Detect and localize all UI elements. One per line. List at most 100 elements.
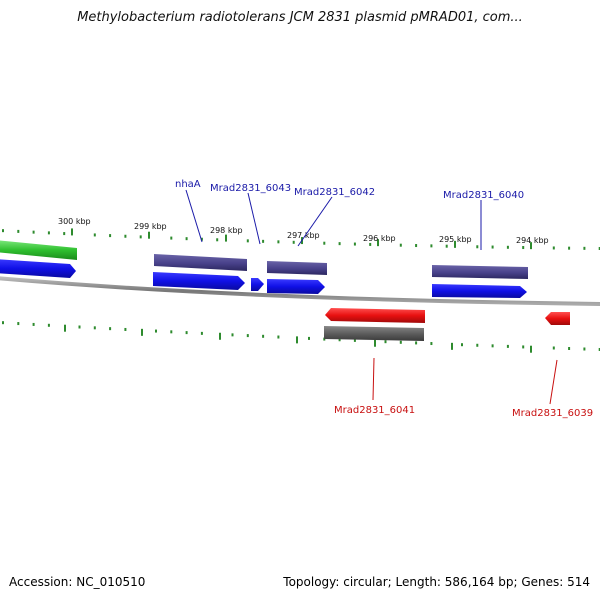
upper-minor-tick	[491, 245, 494, 249]
gene-mrad2831-6042[interactable]	[267, 279, 325, 294]
upper-minor-tick	[262, 239, 265, 243]
upper-minor-tick	[522, 246, 525, 250]
upper-minor-tick	[445, 244, 448, 248]
feature-track-reverse	[324, 308, 570, 341]
lower-minor-tick	[246, 334, 249, 338]
gene-forward-left[interactable]	[0, 259, 76, 278]
upper-minor-tick	[338, 242, 341, 246]
leader-mrad2831-6042	[297, 196, 333, 247]
lower-minor-tick	[185, 331, 188, 335]
lower-minor-tick	[522, 345, 525, 349]
gene-nhaa[interactable]	[153, 272, 245, 290]
lower-major-tick	[530, 345, 532, 353]
lower-minor-tick	[323, 337, 326, 341]
tick-label-294kbp: 294 kbp	[516, 236, 549, 245]
leader-mrad2831-6043	[247, 192, 261, 245]
upper-minor-tick	[598, 246, 600, 250]
upper-minor-tick	[17, 229, 20, 233]
genome-backbone	[0, 276, 600, 306]
upper-minor-tick	[124, 234, 127, 238]
lower-minor-tick	[384, 340, 387, 344]
tick-label-296kbp: 296 kbp	[363, 234, 396, 243]
gene-mrad2831-6039[interactable]	[545, 312, 570, 325]
upper-minor-tick	[323, 241, 326, 245]
upper-minor-tick	[292, 240, 295, 244]
lower-minor-tick	[598, 347, 600, 351]
gene-mrad2831-6043[interactable]	[251, 278, 264, 291]
lower-minor-tick	[262, 334, 265, 338]
lower-minor-tick	[277, 335, 280, 339]
tick-labels: 300 kbp 299 kbp 298 kbp 297 kbp 296 kbp …	[58, 217, 549, 245]
gene-mrad2831-6041[interactable]	[325, 308, 425, 323]
tick-label-295kbp: 295 kbp	[439, 235, 472, 244]
upper-minor-tick	[277, 240, 280, 244]
lower-minor-tick	[17, 322, 20, 326]
upper-minor-tick	[47, 231, 50, 235]
map-title: Methylobacterium radiotolerans JCM 2831 …	[77, 10, 523, 25]
lower-minor-tick	[506, 344, 509, 348]
upper-minor-tick	[369, 242, 372, 246]
lower-minor-tick	[32, 322, 35, 326]
tick-label-297kbp: 297 kbp	[287, 231, 320, 240]
upper-major-tick	[454, 240, 456, 248]
upper-major-tick	[225, 234, 227, 242]
lower-minor-tick	[47, 323, 50, 327]
lower-minor-tick	[338, 338, 341, 342]
gene-label-nhaa[interactable]: nhaA	[175, 179, 201, 190]
upper-major-tick	[71, 228, 73, 236]
lower-minor-tick	[78, 325, 81, 329]
lower-minor-tick	[461, 343, 463, 347]
lower-minor-tick	[399, 340, 402, 344]
gene-label-mrad2831-6042[interactable]: Mrad2831_6042	[294, 187, 375, 198]
feature-purple-nhaa-region[interactable]	[154, 254, 247, 271]
tick-label-298kbp: 298 kbp	[210, 226, 243, 235]
gene-label-mrad2831-6041[interactable]: Mrad2831_6041	[334, 405, 415, 416]
feature-track-forward	[0, 259, 527, 298]
upper-major-tick	[148, 231, 150, 239]
lower-minor-tick	[200, 331, 203, 335]
upper-minor-tick	[568, 246, 571, 250]
leader-mrad2831-6039	[549, 359, 558, 405]
upper-minor-tick	[139, 235, 142, 239]
genome-summary-text: Topology: circular; Length: 586,164 bp; …	[283, 575, 590, 589]
upper-minor-tick	[200, 237, 203, 241]
lower-major-tick	[374, 339, 376, 347]
lower-minor-tick	[476, 343, 479, 347]
leader-mrad2831-6041	[372, 357, 375, 401]
gene-label-mrad2831-6039[interactable]: Mrad2831_6039	[512, 408, 593, 419]
feature-green[interactable]	[0, 240, 77, 260]
lower-major-tick	[451, 342, 453, 350]
upper-minor-tick	[2, 229, 4, 233]
lower-minor-tick	[109, 327, 112, 331]
upper-minor-tick	[583, 246, 586, 250]
upper-minor-tick	[476, 245, 479, 249]
feature-gray-mrad2831-6041-region[interactable]	[324, 326, 424, 341]
upper-minor-tick	[415, 244, 418, 248]
upper-minor-tick	[93, 233, 96, 237]
gene-label-mrad2831-6040[interactable]: Mrad2831_6040	[443, 190, 524, 201]
feature-track-outer	[0, 240, 528, 279]
tick-label-299kbp: 299 kbp	[134, 222, 167, 231]
gene-label-mrad2831-6043[interactable]: Mrad2831_6043	[210, 183, 291, 194]
lower-minor-tick	[583, 347, 586, 351]
feature-purple-mrad2831-6040-region[interactable]	[432, 265, 528, 279]
upper-minor-tick	[552, 246, 555, 250]
tick-label-300kbp: 300 kbp	[58, 217, 91, 226]
lower-minor-tick	[415, 341, 418, 345]
lower-minor-tick	[170, 330, 173, 334]
gene-mrad2831-6040[interactable]	[432, 284, 527, 298]
lower-major-tick	[64, 324, 66, 332]
lower-minor-tick	[353, 338, 356, 342]
lower-minor-tick	[124, 327, 127, 331]
upper-minor-tick	[430, 244, 433, 248]
upper-minor-tick	[506, 245, 509, 249]
lower-minor-tick	[308, 336, 310, 340]
upper-minor-tick	[32, 230, 35, 234]
upper-minor-tick	[109, 234, 112, 238]
upper-minor-tick	[399, 243, 402, 247]
gene-labels: nhaA Mrad2831_6043 Mrad2831_6042 Mrad283…	[175, 179, 593, 419]
upper-minor-tick	[185, 237, 188, 241]
lower-minor-tick	[568, 347, 571, 351]
feature-purple-mrad2831-6042-region[interactable]	[267, 261, 327, 275]
